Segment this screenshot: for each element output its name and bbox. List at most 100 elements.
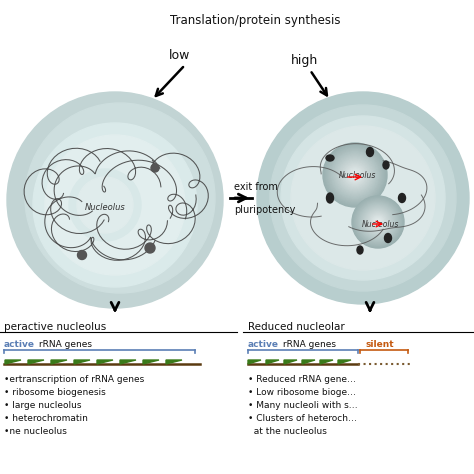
Text: •ne nucleolus: •ne nucleolus [4, 427, 67, 436]
Polygon shape [97, 360, 113, 364]
Circle shape [352, 172, 358, 178]
Circle shape [373, 217, 383, 227]
Circle shape [374, 218, 383, 226]
Polygon shape [51, 360, 67, 364]
Polygon shape [120, 360, 136, 364]
Circle shape [334, 154, 376, 196]
Circle shape [331, 152, 378, 199]
Circle shape [357, 201, 399, 243]
Circle shape [352, 196, 404, 248]
Circle shape [369, 213, 387, 231]
Circle shape [344, 164, 365, 186]
Text: • Clusters of heteroch…: • Clusters of heteroch… [248, 414, 357, 423]
Circle shape [370, 214, 386, 230]
Circle shape [375, 219, 381, 225]
Polygon shape [166, 360, 182, 364]
Circle shape [363, 206, 393, 237]
Polygon shape [338, 360, 351, 364]
Circle shape [336, 156, 374, 194]
Circle shape [363, 207, 393, 237]
Circle shape [374, 219, 382, 226]
Text: Nucleolus: Nucleolus [361, 219, 399, 228]
Text: peractive nucleolus: peractive nucleolus [4, 322, 106, 332]
Circle shape [341, 161, 369, 189]
Circle shape [291, 126, 435, 270]
Circle shape [356, 201, 400, 244]
Circle shape [340, 160, 370, 190]
Text: • Low ribosome bioge…: • Low ribosome bioge… [248, 388, 356, 397]
Text: exit from: exit from [234, 182, 278, 192]
Ellipse shape [357, 246, 363, 254]
Circle shape [355, 199, 401, 246]
Circle shape [358, 202, 398, 242]
Text: • Many nucleoli with s…: • Many nucleoli with s… [248, 401, 357, 410]
Text: low: low [169, 48, 191, 62]
Circle shape [342, 162, 368, 188]
Polygon shape [302, 360, 315, 364]
Text: pluripotency: pluripotency [234, 205, 295, 215]
Circle shape [327, 147, 383, 203]
Circle shape [364, 208, 392, 236]
Circle shape [356, 200, 401, 245]
Text: high: high [292, 54, 319, 66]
Polygon shape [143, 360, 159, 364]
Circle shape [270, 105, 456, 291]
Circle shape [368, 212, 388, 231]
Polygon shape [248, 360, 261, 364]
Circle shape [366, 210, 390, 234]
Text: Nucleolus: Nucleolus [338, 171, 376, 180]
Circle shape [359, 203, 397, 241]
Ellipse shape [399, 193, 405, 202]
Text: rRNA genes: rRNA genes [36, 340, 92, 349]
Circle shape [368, 211, 388, 232]
Circle shape [360, 204, 396, 240]
Text: Translation/protein synthesis: Translation/protein synthesis [170, 14, 340, 27]
Circle shape [145, 243, 155, 253]
Circle shape [324, 144, 386, 206]
Circle shape [33, 123, 197, 287]
Circle shape [346, 166, 364, 183]
Ellipse shape [326, 155, 334, 161]
Circle shape [338, 158, 372, 192]
Text: • Reduced rRNA gene…: • Reduced rRNA gene… [248, 375, 356, 384]
Circle shape [325, 145, 385, 205]
Text: active: active [248, 340, 279, 349]
Ellipse shape [383, 161, 389, 169]
Circle shape [346, 165, 365, 184]
Ellipse shape [366, 147, 374, 156]
Circle shape [367, 211, 389, 233]
Circle shape [151, 164, 159, 172]
Text: Reduced nucleolar: Reduced nucleolar [248, 322, 345, 332]
Circle shape [343, 163, 367, 187]
Circle shape [377, 221, 379, 223]
Circle shape [7, 92, 223, 308]
Circle shape [335, 155, 375, 195]
Polygon shape [28, 360, 44, 364]
Circle shape [348, 169, 361, 182]
Text: • heterochromatin: • heterochromatin [4, 414, 88, 423]
Circle shape [25, 103, 215, 293]
Circle shape [353, 173, 357, 177]
Text: • ribosome biogenesis: • ribosome biogenesis [4, 388, 106, 397]
Circle shape [323, 143, 387, 207]
Polygon shape [320, 360, 333, 364]
Circle shape [371, 215, 385, 229]
Ellipse shape [327, 193, 334, 203]
Text: rRNA genes: rRNA genes [280, 340, 336, 349]
Circle shape [257, 92, 469, 304]
Circle shape [362, 206, 394, 238]
Circle shape [45, 135, 185, 275]
Circle shape [372, 216, 384, 228]
Circle shape [333, 153, 377, 197]
Text: • large nucleolus: • large nucleolus [4, 401, 82, 410]
Circle shape [326, 146, 384, 204]
Circle shape [365, 209, 391, 235]
Circle shape [328, 148, 382, 201]
Text: silent: silent [366, 340, 395, 349]
Polygon shape [284, 360, 297, 364]
Circle shape [376, 220, 380, 224]
Circle shape [78, 250, 86, 259]
Ellipse shape [384, 234, 392, 243]
Circle shape [354, 174, 356, 176]
Circle shape [281, 116, 445, 280]
